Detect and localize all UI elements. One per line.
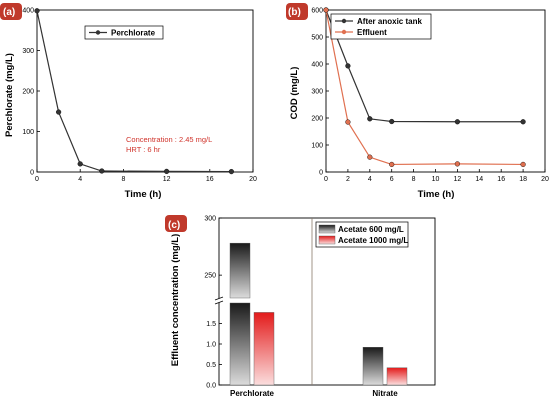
chart-b-data-point (520, 119, 526, 125)
chart-b-ytick-label: 0 (319, 170, 323, 177)
chart-b-xtick-label: 18 (519, 176, 527, 183)
chart-b-data-point (367, 116, 373, 122)
chart-c-ytick-label: 1.0 (206, 342, 216, 349)
chart-b-xtick-label: 0 (324, 176, 328, 183)
chart-a-ytick-label: 200 (22, 89, 34, 96)
chart-b-xtick-label: 2 (346, 176, 350, 183)
chart-a-ytick-label: 0 (30, 170, 34, 177)
chart-c-ytick-label: 0.5 (206, 362, 216, 369)
chart-b-data-point (389, 161, 395, 168)
chart-c-bar (229, 302, 251, 386)
chart-b-ytick-label: 100 (311, 143, 323, 150)
chart-b-series-line (325, 9, 524, 123)
chart-c-legend-swatch (318, 224, 336, 234)
chart-c-ytick-label: 0.0 (206, 383, 216, 390)
chart-b-series-line (325, 9, 524, 166)
panel-c-badge (165, 215, 187, 232)
chart-c-axis-break-mark (214, 296, 224, 301)
chart-b-legend-marker (341, 18, 347, 24)
chart-b-xtick-label: 20 (541, 176, 549, 183)
chart-c-ytick-label: 1.5 (206, 321, 216, 328)
chart-a-series-line (36, 10, 232, 173)
chart-b-ytick-label: 300 (311, 89, 323, 96)
chart-c-axis-break-mark (214, 300, 224, 305)
chart-c-ytick-label: 300 (204, 216, 216, 223)
chart-c-legend-label: Acetate 1000 mg/L (338, 236, 408, 245)
panel-b-badge (286, 3, 308, 20)
chart-b-ytick-label: 200 (311, 116, 323, 123)
chart-b-legend-label: Effluent (357, 28, 387, 37)
chart-a-xtick-label: 20 (249, 176, 257, 183)
chart-a-xtick-label: 16 (206, 176, 214, 183)
chart-b-ylabel: COD (mg/L) (289, 67, 300, 120)
chart-b-ytick-label: 600 (311, 8, 323, 15)
chart-a-data-point (77, 161, 83, 167)
chart-b-legend-marker (341, 29, 347, 35)
chart-c: 0.0 0.5 1.0 1.5 250 300 Perchlorate Nitrate Acet… (204, 216, 436, 398)
chart-b-data-point (345, 63, 351, 69)
panel-a-label: (a) (3, 7, 15, 18)
chart-c-axis-break-gap (215, 298, 223, 303)
chart-c-bar (253, 312, 275, 386)
chart-c-bar-upper (229, 242, 251, 299)
chart-b-xtick-label: 12 (454, 176, 462, 183)
chart-a-data-point (99, 168, 105, 174)
chart-b-data-point (345, 119, 351, 125)
panel-b-label: (b) (288, 7, 301, 18)
chart-a-xtick-label: 0 (35, 176, 39, 183)
chart-b-data-point (367, 154, 373, 160)
chart-b-xtick-label: 4 (368, 176, 372, 183)
chart-b-data-point (389, 118, 395, 125)
chart-b-xtick-label: 6 (390, 176, 394, 183)
chart-b-data-point (323, 7, 329, 13)
chart-a-annotation-hrt: HRT : 6 hr (126, 145, 161, 154)
chart-a-ylabel: Perchlorate (mg/L) (4, 53, 15, 137)
chart-b-data-point (454, 161, 461, 167)
chart-b-xtick-label: 8 (412, 176, 416, 183)
chart-b-ytick-label: 500 (311, 35, 323, 42)
chart-a-data-point (164, 168, 170, 174)
chart-a-xtick-label: 4 (78, 176, 82, 183)
chart-b-ytick-label: 400 (311, 62, 323, 69)
chart-b-legend-label: After anoxic tank (357, 17, 422, 26)
chart-b-xtick-label: 16 (497, 176, 505, 183)
chart-b-legend-box (330, 13, 432, 40)
chart-a-data-point (228, 168, 235, 175)
chart-c-bar (362, 347, 384, 386)
chart-a-ytick-label: 100 (22, 129, 34, 136)
chart-c-legend-swatch (318, 235, 336, 245)
chart-b-xlabel: Time (h) (418, 189, 455, 200)
chart-a-data-point (55, 109, 62, 115)
chart-a-legend-marker (95, 30, 101, 35)
chart-c-bar (386, 367, 408, 386)
chart-c-legend-label: Acetate 600 mg/L (338, 225, 404, 234)
chart-a-annotation-concentration: Concentration : 2.45 mg/L (126, 135, 212, 144)
chart-a-xtick-label: 12 (163, 176, 171, 183)
panel-a-badge (0, 3, 22, 20)
chart-b: 0 2 4 6 8 10 12 14 16 18 200100200300400500600Afte… (311, 7, 549, 183)
chart-b-data-point (454, 119, 461, 125)
chart-c-ytick-label: 250 (204, 273, 216, 280)
chart-c-category-label: Perchlorate (230, 389, 275, 398)
chart-c-ylabel: Effluent concentration (mg/L) (170, 234, 181, 366)
chart-a-legend-label: Perchlorate (111, 29, 156, 38)
chart-b-xtick-label: 14 (475, 176, 483, 183)
chart-a-xlabel: Time (h) (125, 189, 162, 200)
chart-a-xtick-label: 8 (121, 176, 125, 183)
chart-a-data-point (34, 8, 40, 14)
chart-b-data-point (520, 161, 526, 168)
panel-c-label: (c) (168, 220, 180, 231)
chart-c-category-label: Nitrate (372, 389, 398, 398)
chart-b-xtick-label: 10 (432, 176, 440, 183)
chart-a-ytick-label: 300 (22, 48, 34, 55)
chart-a-legend-box (84, 25, 164, 40)
chart-a-ytick-label: 400 (22, 8, 34, 15)
